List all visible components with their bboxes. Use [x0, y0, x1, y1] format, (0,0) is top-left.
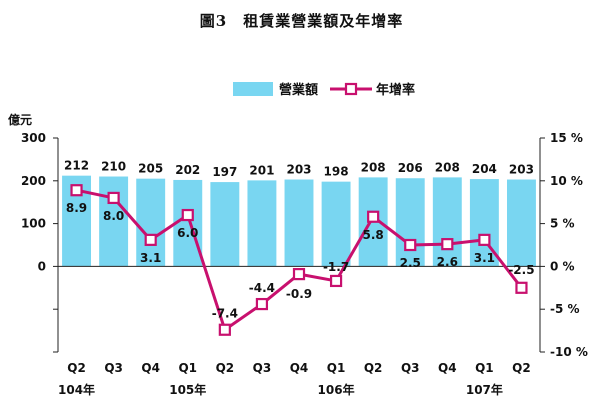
growth-rate-marker [329, 274, 343, 288]
revenue-value-label: 203 [286, 163, 311, 177]
x-tick-label: Q1 [327, 361, 346, 375]
growth-rate-marker [404, 238, 417, 252]
legend-line-marker [344, 82, 358, 96]
revenue-value-label: 208 [435, 160, 460, 174]
revenue-bar [507, 179, 536, 267]
x-tick-label: Q3 [401, 361, 420, 375]
growth-rate-value-label: 8.9 [66, 201, 87, 215]
revenue-value-label: 210 [101, 160, 126, 174]
revenue-value-label: 204 [472, 162, 497, 176]
left-tick-label: 200 [21, 174, 46, 188]
revenue-value-label: 197 [212, 165, 237, 179]
growth-rate-value-label: 8.0 [103, 209, 124, 223]
growth-rate-marker [441, 238, 454, 251]
revenue-value-label: 206 [398, 161, 423, 175]
revenue-bar [284, 179, 314, 267]
revenue-bar [432, 177, 462, 267]
x-tick-label: Q2 [512, 361, 531, 375]
growth-rate-marker [367, 210, 380, 223]
x-tick-label: Q2 [364, 361, 383, 375]
chart-title: 圖3 租賃業營業額及年增率 [199, 12, 404, 30]
revenue-bar [395, 178, 425, 267]
x-tick-label: Q1 [178, 361, 197, 375]
left-axis-unit: 億元 [8, 112, 32, 127]
year-label: 104年 [58, 382, 95, 397]
legend-bar-swatch [233, 82, 273, 96]
year-label: 107年 [466, 382, 503, 397]
growth-rate-marker [478, 233, 491, 246]
revenue-bar [247, 180, 277, 267]
revenue-bar [136, 178, 166, 267]
x-tick-label: Q3 [253, 361, 272, 375]
growth-rate-marker [70, 184, 83, 197]
growth-rate-value-label: 6.0 [177, 226, 198, 240]
growth-rate-marker [144, 233, 157, 246]
growth-rate-marker [107, 191, 120, 205]
legend-line-label: 年增率 [376, 82, 415, 98]
growth-rate-value-label: 3.1 [474, 251, 495, 265]
growth-rate-value-label: 2.6 [437, 255, 458, 269]
left-tick-label: 100 [21, 217, 46, 231]
growth-rate-value-label: -7.4 [212, 307, 238, 321]
revenue-value-label: 208 [361, 160, 386, 174]
revenue-value-label: 205 [138, 162, 163, 176]
x-tick-label: Q3 [104, 361, 123, 375]
growth-rate-value-label: -0.9 [286, 287, 312, 301]
revenue-value-label: 201 [249, 163, 274, 177]
left-tick-label: 0 [38, 259, 46, 273]
right-tick-label: 10 % [550, 174, 583, 188]
revenue-bar [210, 182, 240, 267]
growth-rate-value-label: 5.8 [363, 228, 384, 242]
growth-rate-value-label: 3.1 [140, 251, 161, 265]
x-tick-label: Q4 [141, 361, 160, 375]
growth-rate-value-label: -2.5 [508, 263, 534, 277]
right-tick-label: 5 % [550, 217, 575, 231]
right-tick-label: 0 % [550, 259, 575, 273]
legend-bar-label: 營業額 [279, 82, 318, 98]
growth-rate-value-label: 2.5 [400, 256, 421, 270]
x-tick-label: Q1 [475, 361, 494, 375]
growth-rate-marker [255, 297, 269, 311]
year-label: 106年 [318, 382, 355, 397]
x-tick-label: Q4 [290, 361, 309, 375]
revenue-bar [321, 181, 351, 267]
x-tick-label: Q2 [216, 361, 235, 375]
revenue-value-label: 202 [175, 163, 200, 177]
revenue-value-label: 212 [64, 159, 89, 173]
growth-rate-marker [218, 323, 231, 336]
left-tick-label: 300 [21, 131, 46, 145]
growth-rate-marker [515, 281, 528, 294]
x-tick-label: Q4 [438, 361, 457, 375]
growth-rate-marker [292, 268, 306, 281]
right-tick-label: -5 % [550, 302, 580, 316]
growth-rate-marker [181, 208, 194, 222]
growth-rate-value-label: -1.7 [323, 260, 349, 274]
right-tick-label: -10 % [550, 345, 588, 359]
x-tick-label: Q2 [67, 361, 86, 375]
right-tick-label: 15 % [550, 131, 583, 145]
growth-rate-value-label: -4.4 [249, 281, 275, 295]
revenue-bar [99, 176, 129, 267]
year-label: 105年 [169, 382, 206, 397]
revenue-value-label: 203 [509, 163, 534, 177]
revenue-value-label: 198 [324, 165, 349, 179]
